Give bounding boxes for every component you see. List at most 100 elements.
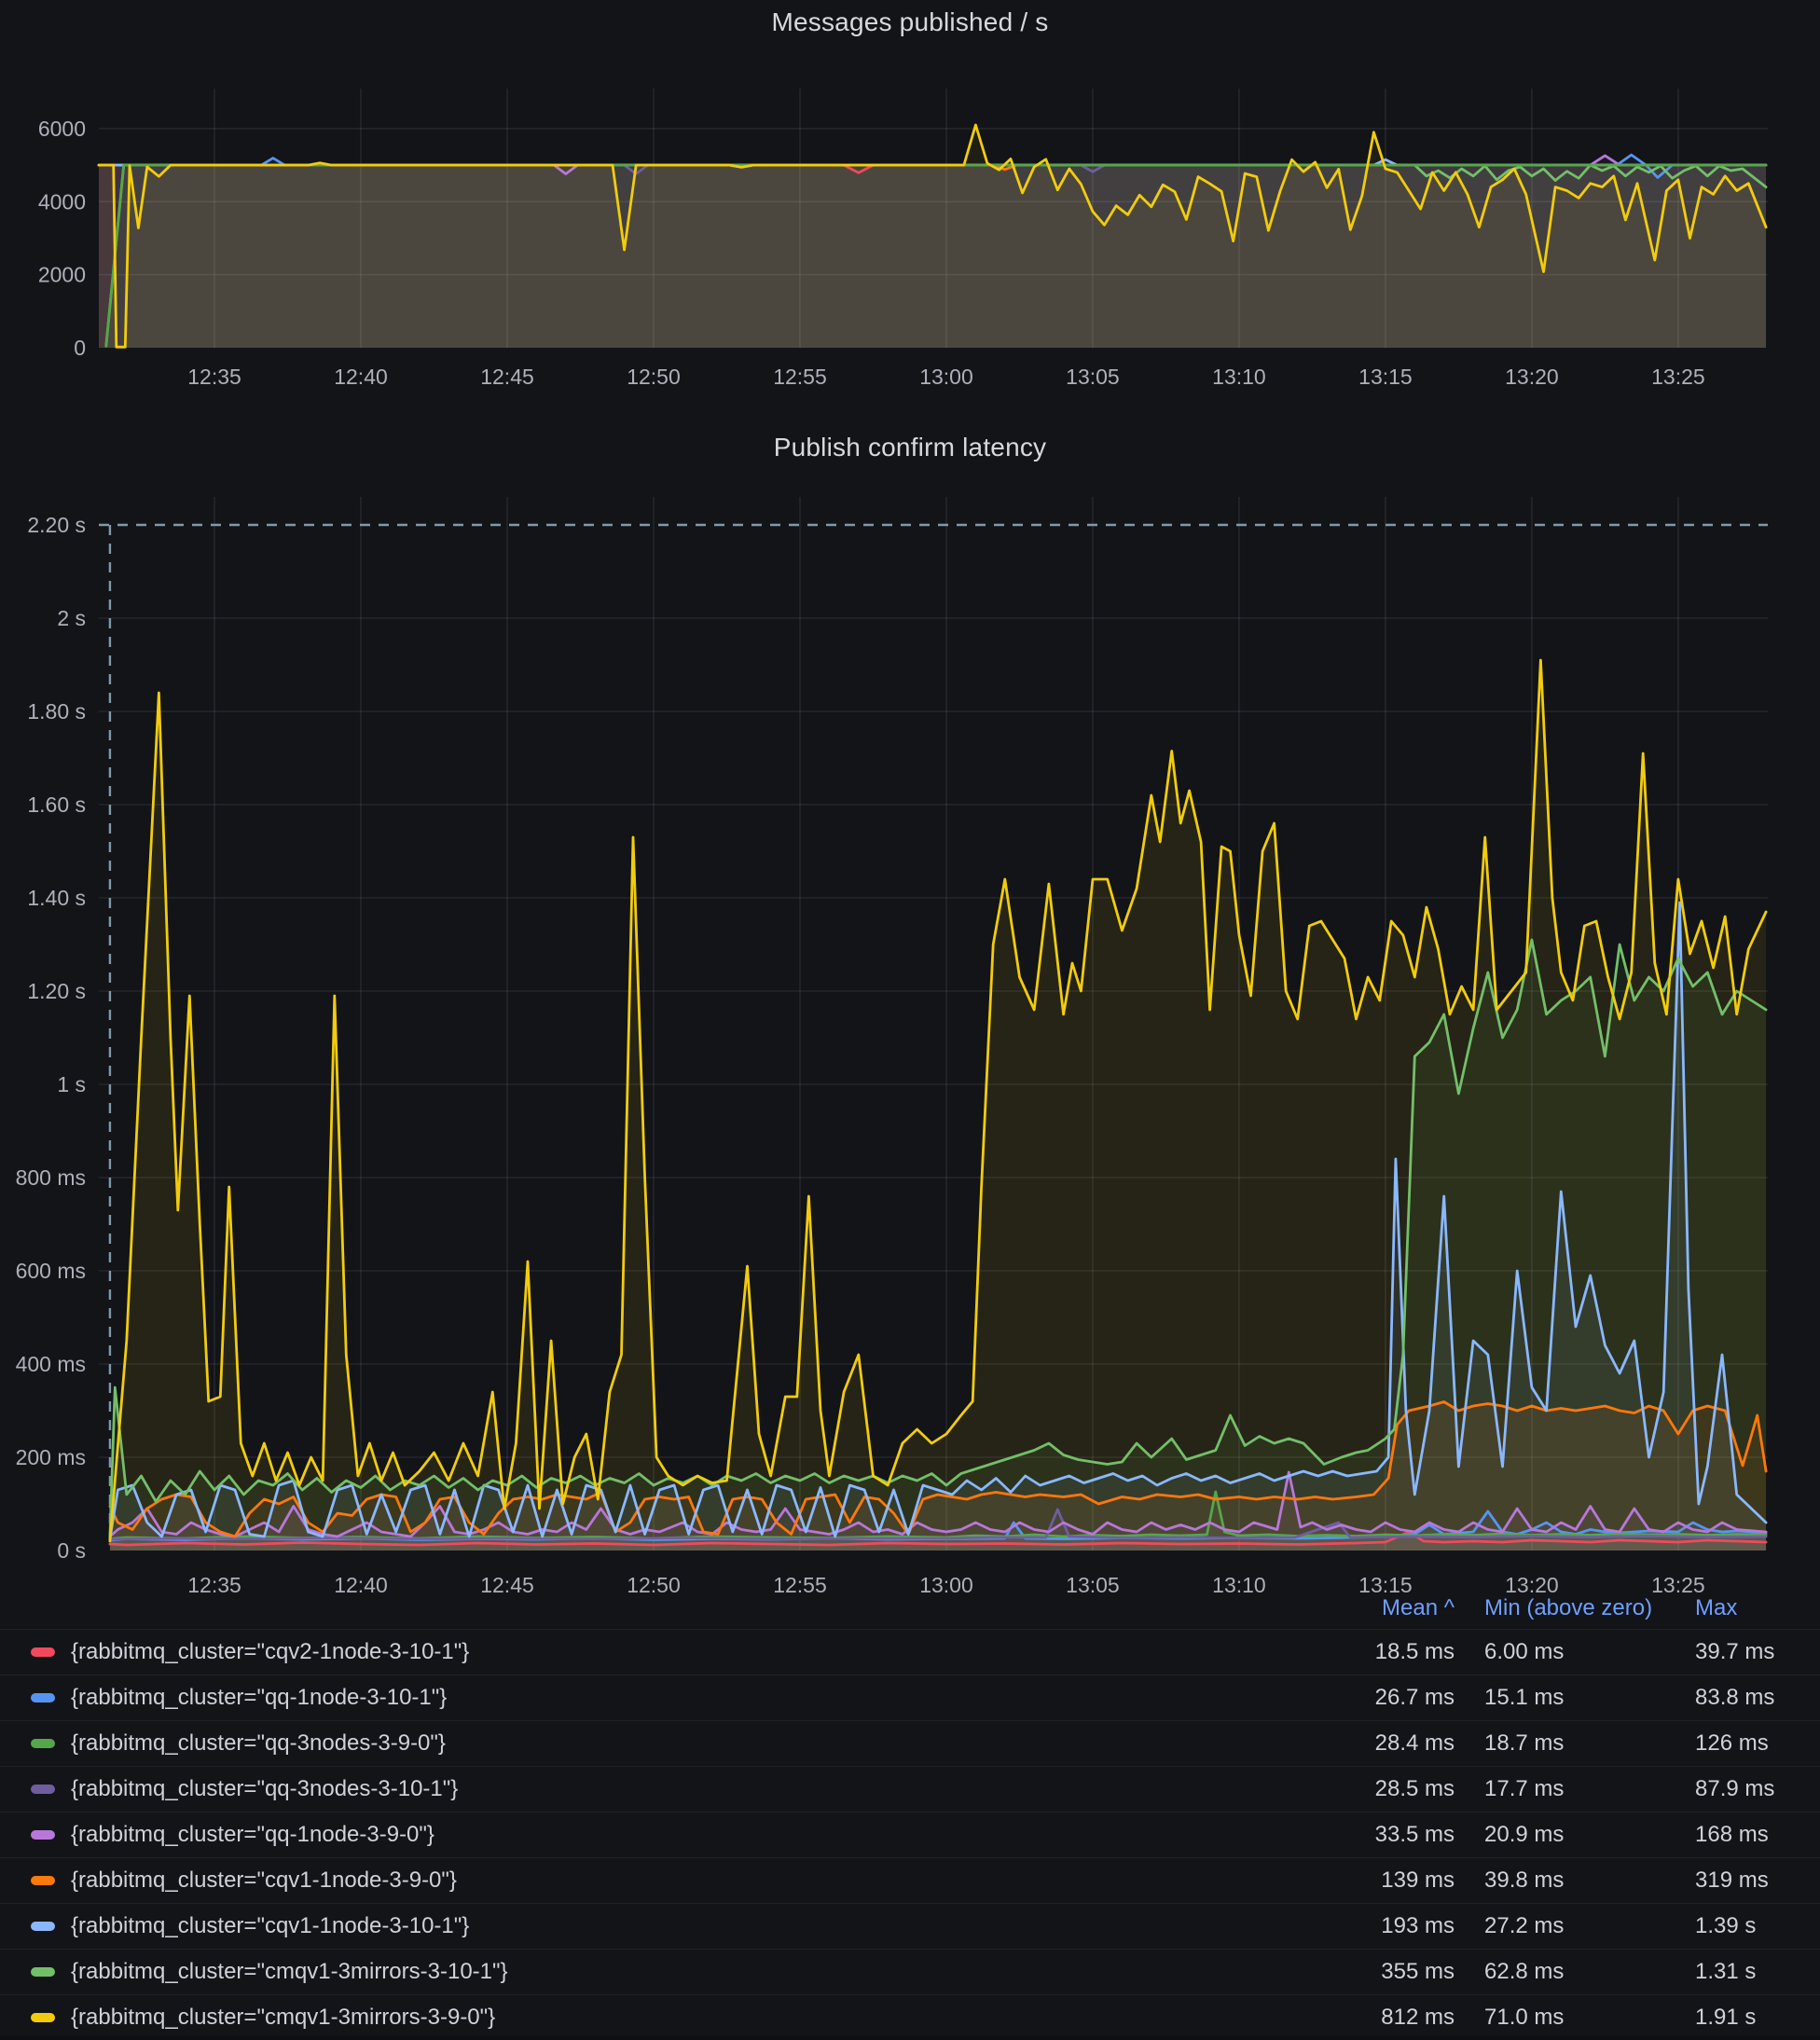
legend-series-toggle[interactable]: {rabbitmq_cluster="qq-1node-3-9-0"} — [31, 1822, 1324, 1848]
series-color-swatch-icon[interactable] — [31, 1739, 55, 1748]
legend-series-label[interactable]: {rabbitmq_cluster="cqv2-1node-3-10-1"} — [71, 1639, 470, 1664]
series-color-swatch-icon[interactable] — [31, 1785, 55, 1794]
legend-series-label[interactable]: {rabbitmq_cluster="cmqv1-3mirrors-3-9-0"… — [71, 2005, 496, 2030]
series-area-cqv2-1node-3-10-1 — [109, 1532, 1767, 1551]
legend-series-label[interactable]: {rabbitmq_cluster="cmqv1-3mirrors-3-10-1… — [71, 1959, 508, 1984]
legend-row: {rabbitmq_cluster="cqv1-1node-3-9-0"} 139… — [0, 1857, 1820, 1903]
legend-stat-max: 1.91 s — [1695, 2005, 1757, 2030]
legend-stat-min: 71.0 ms — [1484, 2005, 1565, 2030]
series-area-cqv2-1node-3-10-1 — [99, 165, 1767, 348]
legend-stat-min: 18.7 ms — [1484, 1730, 1565, 1756]
series-color-swatch-icon[interactable] — [31, 1830, 55, 1840]
x-axis-tick-label: 12:45 — [480, 365, 534, 389]
legend-stat-mean: 28.5 ms — [1374, 1776, 1455, 1801]
x-axis-tick-label: 13:10 — [1212, 365, 1266, 389]
legend-series-toggle[interactable]: {rabbitmq_cluster="cqv2-1node-3-10-1"} — [31, 1639, 1324, 1665]
x-axis-tick-label: 13:10 — [1212, 1573, 1266, 1597]
y-axis-tick-label: 200 ms — [16, 1445, 86, 1469]
x-axis-tick-label: 13:15 — [1358, 365, 1413, 389]
legend-stat-max: 1.31 s — [1695, 1959, 1757, 1984]
series-area-qq-1node-3-9-0 — [99, 155, 1767, 348]
series-fills — [109, 660, 1767, 1551]
series-line-cmqv1-3mirrors-3-9-0[interactable] — [108, 658, 1768, 1543]
y-axis-tick-label: 0 — [74, 336, 86, 360]
y-axis-tick-label: 4000 — [38, 189, 86, 214]
legend-series-toggle[interactable]: {rabbitmq_cluster="qq-3nodes-3-10-1"} — [31, 1776, 1324, 1802]
legend-row: {rabbitmq_cluster="qq-3nodes-3-10-1"} 28.… — [0, 1766, 1820, 1812]
y-axis-tick-label: 2000 — [38, 263, 86, 287]
series-line-cmqv1-3mirrors-3-10-1[interactable] — [108, 938, 1768, 1538]
series-line-qq-1node-3-9-0[interactable] — [108, 1470, 1768, 1538]
legend-series-label[interactable]: {rabbitmq_cluster="qq-1node-3-9-0"} — [71, 1822, 434, 1847]
series-color-swatch-icon[interactable] — [31, 1967, 55, 1977]
x-axis-tick-label: 12:55 — [773, 365, 827, 389]
series-line-qq-3nodes-3-9-0[interactable] — [104, 163, 1768, 348]
series-lines — [108, 658, 1768, 1547]
series-line-cqv2-1node-3-10-1[interactable] — [108, 1530, 1768, 1547]
legend-series-toggle[interactable]: {rabbitmq_cluster="qq-1node-3-10-1"} — [31, 1685, 1324, 1711]
legend-stat-mean: 355 ms — [1381, 1959, 1455, 1984]
y-axis-tick-label: 1.20 s — [27, 979, 86, 1003]
legend-series-label[interactable]: {rabbitmq_cluster="qq-3nodes-3-9-0"} — [71, 1730, 446, 1756]
legend-stat-mean: 26.7 ms — [1374, 1685, 1455, 1710]
y-axis-tick-label: 2 s — [57, 606, 86, 630]
series-color-swatch-icon[interactable] — [31, 1693, 55, 1702]
gridlines — [99, 89, 1768, 348]
legend-stat-max: 39.7 ms — [1695, 1639, 1775, 1664]
legend-row: {rabbitmq_cluster="cmqv1-3mirrors-3-10-1… — [0, 1949, 1820, 1994]
legend-stat-min: 17.7 ms — [1484, 1776, 1565, 1801]
axis-labels: 2.20 s 2 s 1.80 s 1.60 s 1.40 s 1.20 s 1 s 800 … — [16, 513, 1705, 1597]
legend-series-toggle[interactable]: {rabbitmq_cluster="cqv1-1node-3-10-1"} — [31, 1913, 1324, 1939]
x-axis-tick-label: 12:40 — [334, 365, 388, 389]
legend-series-label[interactable]: {rabbitmq_cluster="qq-1node-3-10-1"} — [71, 1685, 448, 1710]
series-area-qq-1node-3-10-1 — [109, 1511, 1767, 1551]
legend-stat-max: 87.9 ms — [1695, 1776, 1775, 1801]
x-axis-tick-label: 13:05 — [1066, 1573, 1120, 1597]
legend-stat-max: 83.8 ms — [1695, 1685, 1775, 1710]
panel-title-publish-confirm-latency: Publish confirm latency — [773, 433, 1047, 462]
legend-row: {rabbitmq_cluster="qq-1node-3-10-1"} 26.7… — [0, 1675, 1820, 1720]
series-line-cqv1-1node-3-9-0[interactable] — [108, 1400, 1768, 1538]
series-area-cmqv1-3mirrors-3-9-0 — [99, 125, 1767, 348]
legend-series-label[interactable]: {rabbitmq_cluster="qq-3nodes-3-10-1"} — [71, 1776, 459, 1801]
x-axis-tick-label: 13:00 — [919, 1573, 973, 1597]
series-area-qq-3nodes-3-10-1 — [99, 165, 1767, 348]
y-axis-tick-label: 800 ms — [16, 1165, 86, 1190]
series-line-cmqv1-3mirrors-3-9-0[interactable] — [97, 123, 1768, 349]
y-axis-tick-label: 600 ms — [16, 1259, 86, 1283]
legend-header-min[interactable]: Min (above zero) — [1484, 1595, 1653, 1620]
x-axis-tick-label: 13:15 — [1358, 1573, 1413, 1597]
legend-series-toggle[interactable]: {rabbitmq_cluster="qq-3nodes-3-9-0"} — [31, 1730, 1324, 1757]
legend-series-toggle[interactable]: {rabbitmq_cluster="cmqv1-3mirrors-3-10-1… — [31, 1959, 1324, 1985]
legend-header-mean[interactable]: Mean ^ — [1382, 1595, 1455, 1620]
legend-stat-mean: 28.4 ms — [1374, 1730, 1455, 1756]
legend-row: {rabbitmq_cluster="cqv1-1node-3-10-1"} 19… — [0, 1903, 1820, 1949]
legend-row: {rabbitmq_cluster="qq-3nodes-3-9-0"} 28.4… — [0, 1720, 1820, 1766]
legend-stat-min: 39.8 ms — [1484, 1868, 1565, 1893]
legend-stat-min: 15.1 ms — [1484, 1685, 1565, 1710]
legend-series-toggle[interactable]: {rabbitmq_cluster="cmqv1-3mirrors-3-9-0"… — [31, 2005, 1324, 2031]
series-color-swatch-icon[interactable] — [31, 1922, 55, 1931]
x-axis-tick-label: 12:55 — [773, 1573, 827, 1597]
legend-stat-mean: 18.5 ms — [1374, 1639, 1455, 1664]
series-line-cqv1-1node-3-10-1[interactable] — [108, 901, 1768, 1540]
series-color-swatch-icon[interactable] — [31, 1876, 55, 1885]
x-axis-tick-label: 13:20 — [1505, 1573, 1559, 1597]
legend-series-label[interactable]: {rabbitmq_cluster="cqv1-1node-3-9-0"} — [71, 1868, 457, 1893]
legend-header-max[interactable]: Max — [1695, 1595, 1738, 1620]
series-color-swatch-icon[interactable] — [31, 2013, 55, 2022]
legend-series-label[interactable]: {rabbitmq_cluster="cqv1-1node-3-10-1"} — [71, 1913, 470, 1938]
y-axis-tick-label: 2.20 s — [27, 513, 86, 537]
legend-stat-max: 319 ms — [1695, 1868, 1769, 1893]
series-color-swatch-icon[interactable] — [31, 1647, 55, 1657]
series-area-cmqv1-3mirrors-3-10-1 — [105, 165, 1767, 348]
legend-series-toggle[interactable]: {rabbitmq_cluster="cqv1-1node-3-9-0"} — [31, 1868, 1324, 1894]
y-axis-tick-label: 6000 — [38, 117, 86, 141]
panel-title-messages-published: Messages published / s — [771, 7, 1049, 36]
series-area-qq-3nodes-3-9-0 — [105, 165, 1767, 348]
y-axis-tick-label: 1 s — [57, 1072, 86, 1096]
x-axis-tick-label: 13:05 — [1066, 365, 1120, 389]
axis-labels: 6000 4000 2000 0 12:35 12:40 12:45 12:50 12:55 13… — [38, 117, 1705, 389]
x-axis-tick-label: 12:45 — [480, 1573, 534, 1597]
